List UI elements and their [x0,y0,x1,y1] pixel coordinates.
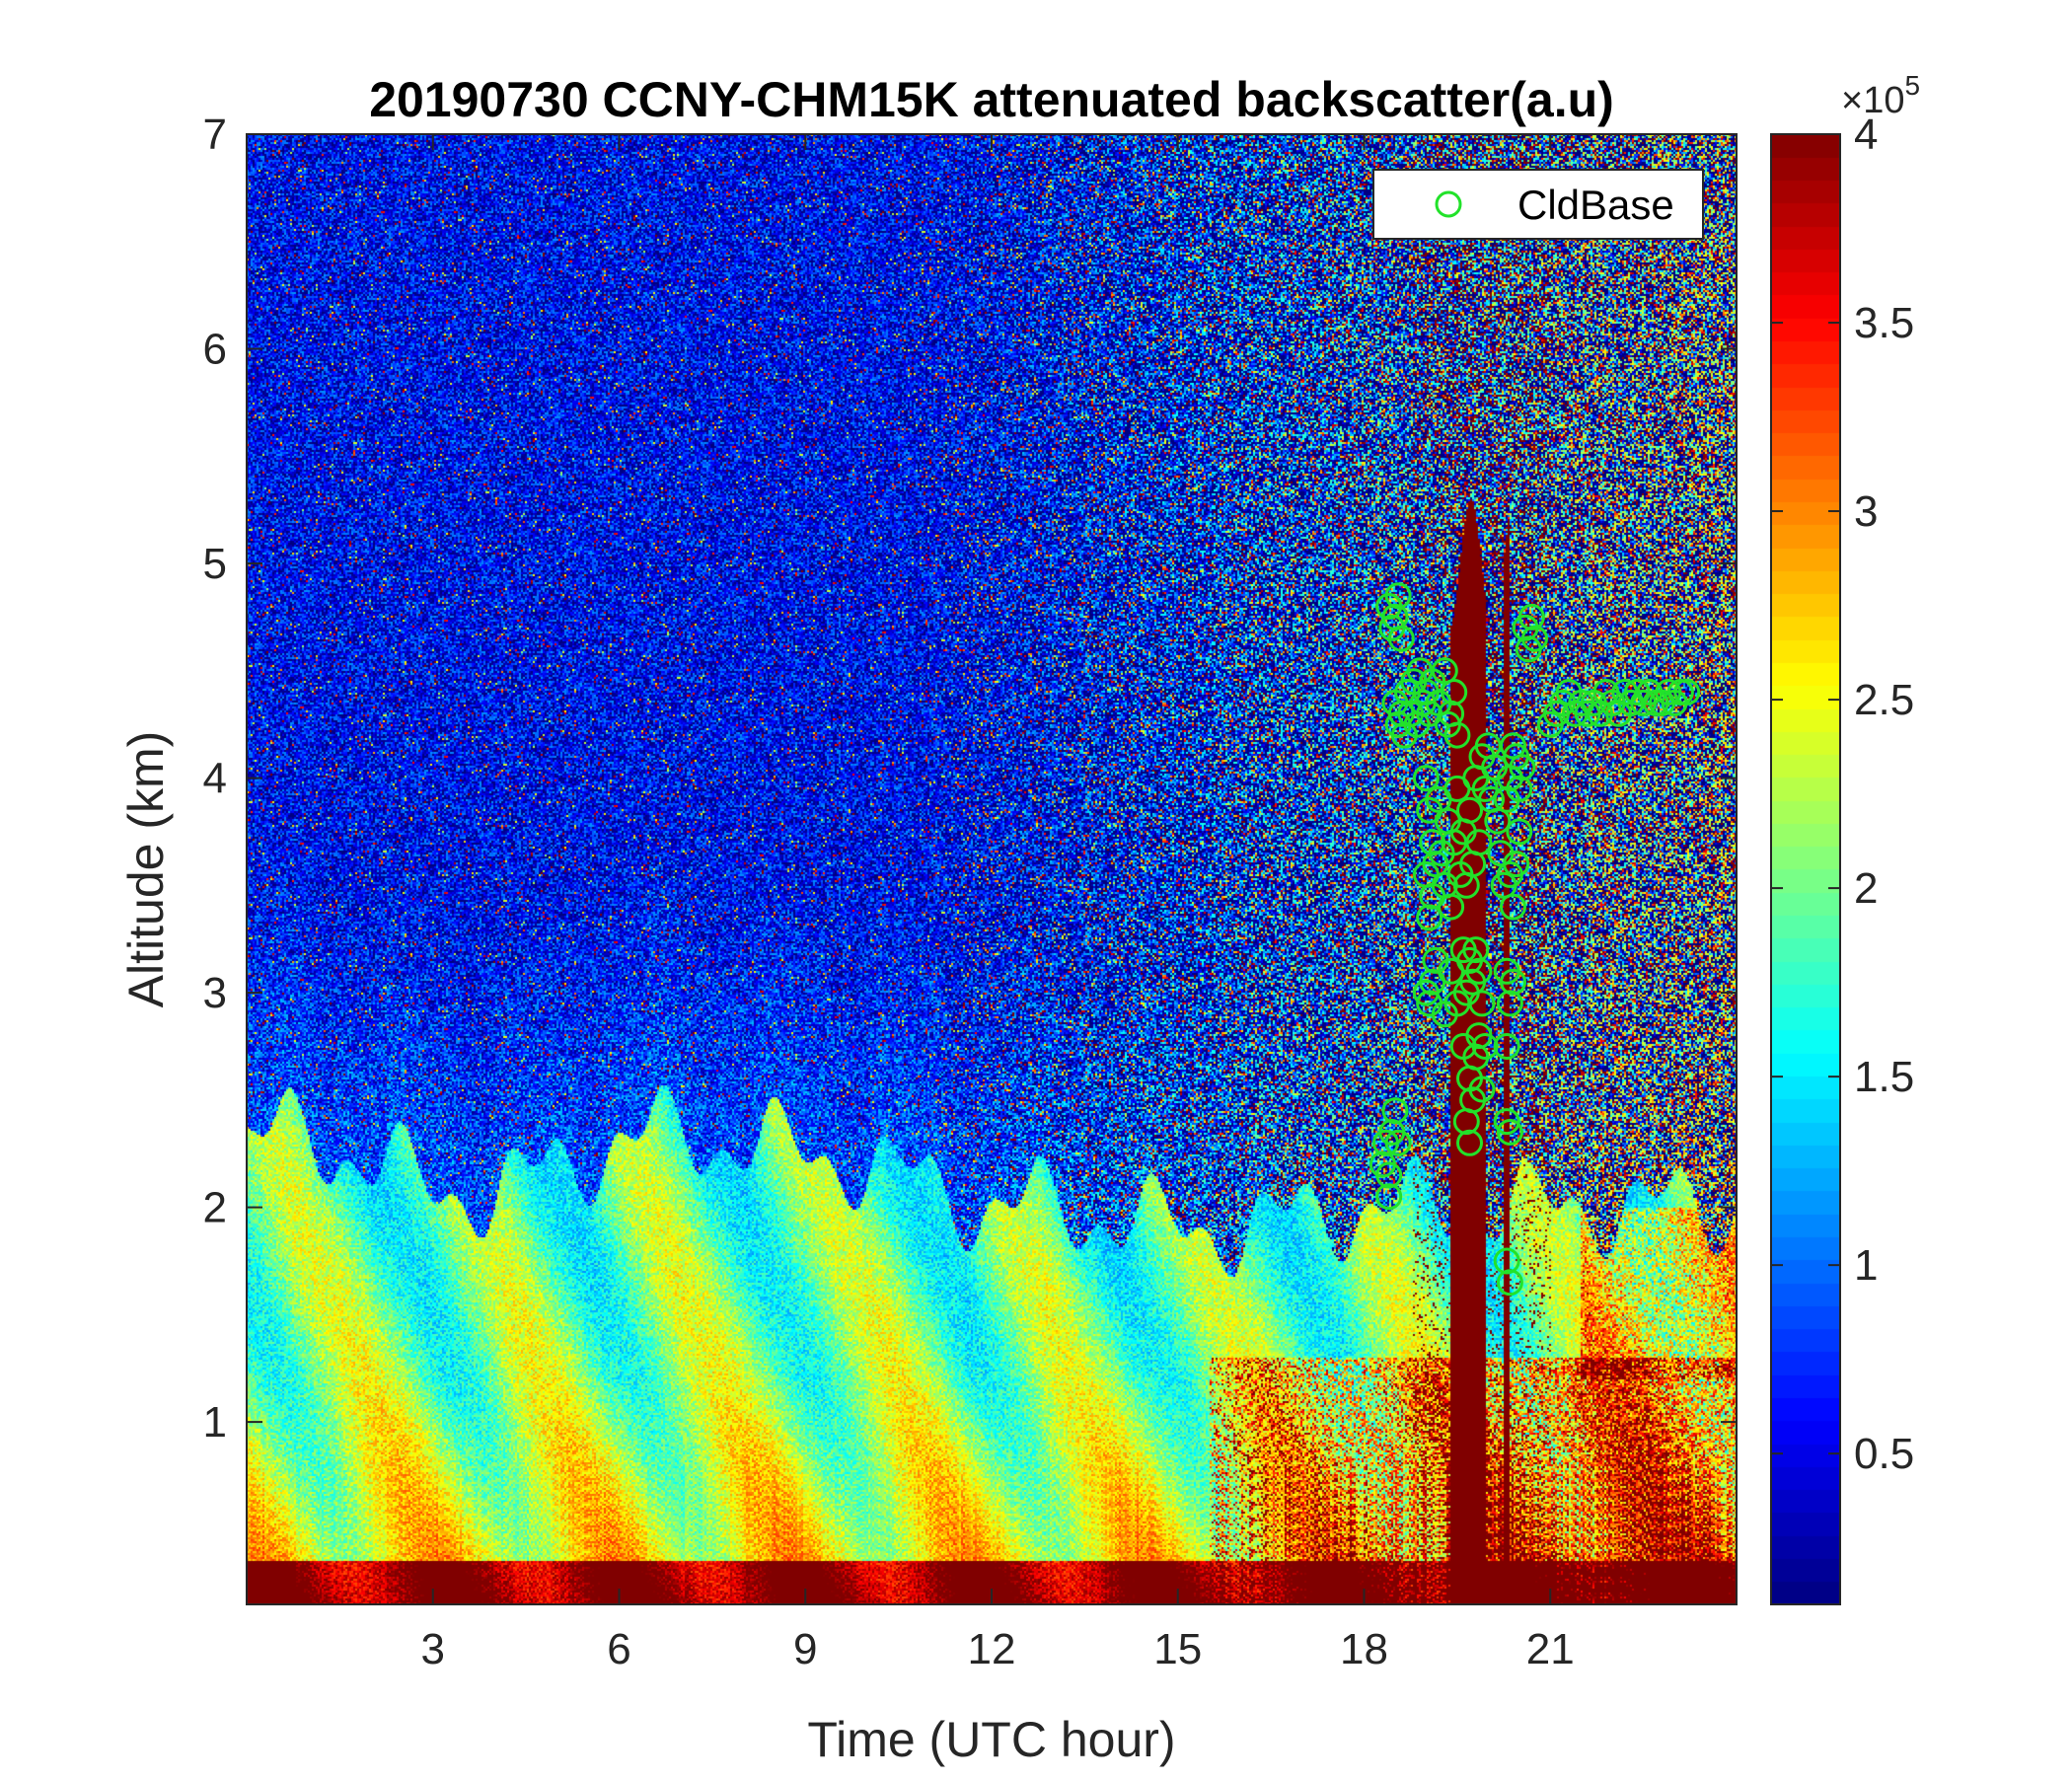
cldbase-marker [1431,657,1458,685]
cldbase-marker [1443,721,1471,749]
colorbar-tick-label: 3 [1854,487,1878,536]
cldbase-marker [1468,1076,1496,1103]
cldbase-marker [1509,754,1536,781]
legend-entry-cldbase: CldBase [1517,182,1674,228]
cldbase-marker [1673,679,1701,705]
cldbase-marker [1416,904,1443,931]
colorbar-tick-label: 0.5 [1854,1430,1914,1478]
x-axis: 3 6 9 12 15 18 21 [421,134,1575,1673]
cldbase-marker [1666,679,1694,705]
y-tick-label: 3 [203,969,227,1017]
colorbar-multiplier-exponent: 5 [1904,70,1920,101]
cldbase-marker [1493,1247,1520,1275]
y-axis: 1 2 3 4 5 6 7 [203,111,1737,1447]
cldbase-marker [1484,807,1512,835]
colorbar-gradient [1771,134,1840,1604]
cldbase-marker [1468,990,1496,1017]
cldbase-marker [1503,851,1530,878]
x-tick-label: 18 [1340,1625,1388,1673]
cldbase-marker [1452,1108,1480,1136]
x-axis-label: Time (UTC hour) [807,1712,1175,1767]
legend: CldBase [1372,169,1704,240]
y-tick-label: 5 [203,540,227,588]
colorbar-tick-label: 3.5 [1854,299,1914,347]
x-tick-label: 3 [421,1625,445,1673]
colorbar: 0.5 1 1.5 2 2.5 3 3.5 4 ×105 [1770,70,1920,1605]
y-tick-label: 4 [203,755,227,803]
cldbase-marker [1496,1269,1523,1297]
cldbase-marker [1381,1097,1409,1125]
colorbar-ticks: 0.5 1 1.5 2 2.5 3 3.5 4 [1771,111,1914,1478]
y-axis-label: Altitude (km) [118,731,174,1008]
colorbar-frame [1770,133,1841,1605]
cldbase-marker [1493,1033,1520,1060]
cldbase-marker [1521,625,1548,652]
cldbase-marker [1438,893,1465,921]
y-tick-label: 1 [203,1398,227,1447]
legend-marker [1435,190,1462,218]
cldbase-marker [1375,1183,1403,1211]
plot-area [247,134,1737,1604]
cldbase-marker [1500,893,1526,921]
cldbase-markers [1369,582,1701,1297]
cldbase-marker [1500,732,1526,760]
cldbase-marker [1493,1108,1520,1136]
colorbar-tick-label: 2 [1854,864,1878,913]
x-tick-label: 21 [1526,1625,1575,1673]
x-tick-label: 12 [968,1625,1016,1673]
y-tick-label: 7 [203,111,227,159]
cldbase-marker [1517,603,1545,631]
x-tick-label: 6 [607,1625,630,1673]
cldbase-marker [1456,796,1483,824]
colorbar-tick-label: 1.5 [1854,1053,1914,1101]
backscatter-heatmap [247,134,1737,1604]
y-tick-label: 6 [203,326,227,374]
legend-box [1372,169,1704,240]
cldbase-marker [1506,818,1533,846]
colorbar-tick-label: 1 [1854,1241,1878,1290]
cldbase-marker [1471,1033,1499,1060]
cldbase-marker [1384,1129,1412,1156]
cldbase-marker [1465,829,1493,856]
cldbase-marker [1462,936,1490,964]
cldbase-marker [1387,625,1415,652]
cldbase-marker [1375,1161,1403,1189]
colorbar-multiplier-base: ×10 [1841,80,1904,121]
cldbase-marker [1441,679,1468,705]
colorbar-tick-label: 2.5 [1854,676,1914,724]
cldbase-marker [1496,990,1523,1017]
cldbase-marker [1496,1119,1523,1146]
cldbase-marker [1506,775,1533,802]
chart-title: 20190730 CCNY-CHM15K attenuated backscat… [369,72,1614,127]
cldbase-marker [1412,765,1440,792]
colorbar-tick-label: 4 [1854,111,1878,159]
cldbase-marker [1465,957,1493,985]
cldbase-marker [1456,1129,1483,1156]
colorbar-multiplier: ×105 [1841,70,1920,121]
x-tick-label: 9 [793,1625,817,1673]
x-tick-label: 15 [1153,1625,1202,1673]
y-tick-label: 2 [203,1184,227,1232]
cldbase-marker [1384,582,1412,610]
cldbase-marker [1500,968,1526,996]
